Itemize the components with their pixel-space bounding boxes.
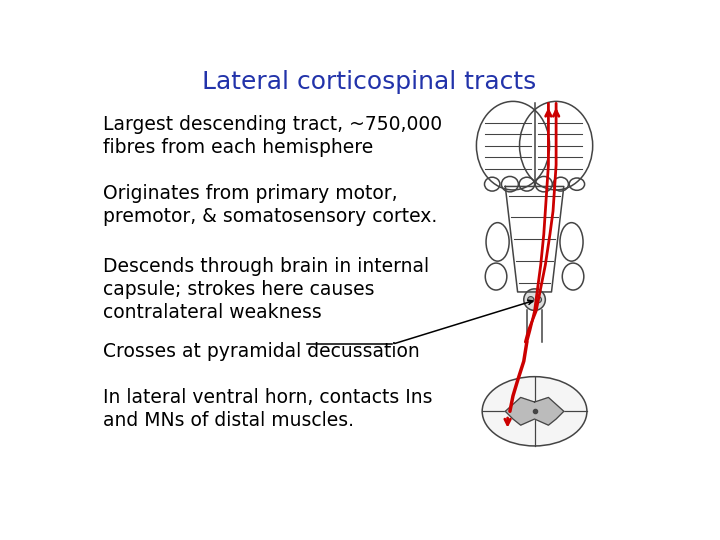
Ellipse shape: [482, 377, 587, 446]
Text: In lateral ventral horn, contacts Ins
and MNs of distal muscles.: In lateral ventral horn, contacts Ins an…: [104, 388, 433, 430]
Text: Crosses at pyramidal decussation: Crosses at pyramidal decussation: [104, 342, 420, 361]
Text: Largest descending tract, ~750,000
fibres from each hemisphere: Largest descending tract, ~750,000 fibre…: [104, 115, 443, 157]
Text: Descends through brain in internal
capsule; strokes here causes
contralateral we: Descends through brain in internal capsu…: [104, 257, 429, 322]
Text: Originates from primary motor,
premotor, & somatosensory cortex.: Originates from primary motor, premotor,…: [104, 184, 438, 226]
Polygon shape: [505, 397, 564, 425]
Circle shape: [535, 296, 541, 303]
Ellipse shape: [523, 289, 545, 310]
Circle shape: [528, 296, 534, 303]
Text: Lateral corticospinal tracts: Lateral corticospinal tracts: [202, 70, 536, 94]
